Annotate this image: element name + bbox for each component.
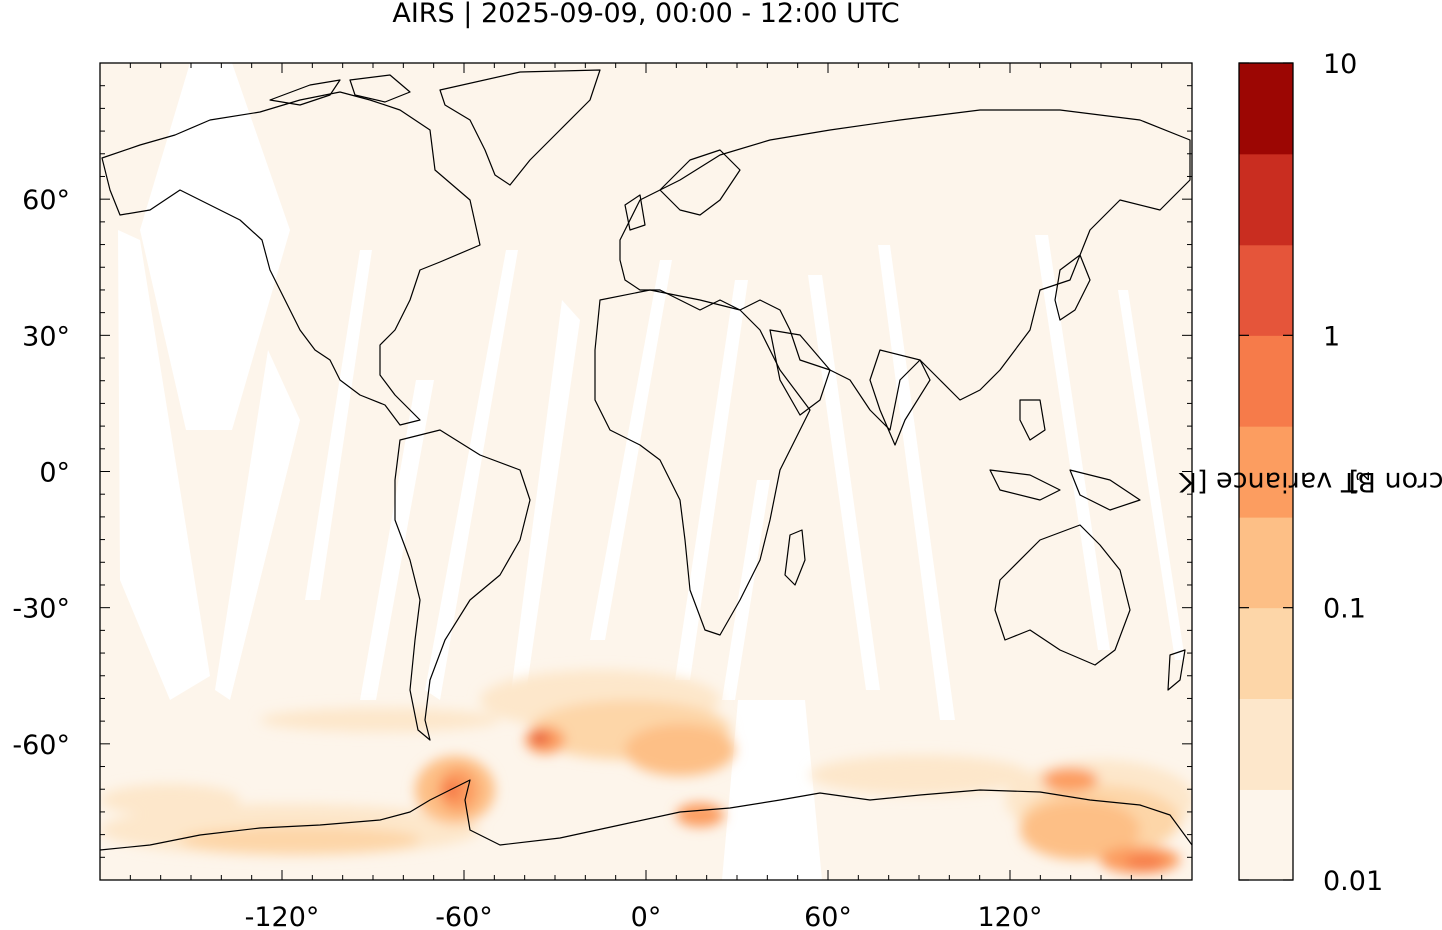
colorbar-tick-label: 0.1 bbox=[1323, 594, 1366, 625]
latitude-tick-labels: 60° 30° 0° -30° -60° bbox=[12, 185, 70, 761]
lat-tick-label: -30° bbox=[12, 594, 70, 625]
colorbar-segment bbox=[1239, 426, 1293, 518]
longitude-tick-labels: -120° -60° 0° 60° 120° bbox=[245, 902, 1043, 930]
colorbar-segment bbox=[1239, 607, 1293, 699]
lat-tick-label: 60° bbox=[22, 185, 70, 216]
lon-tick-label: -120° bbox=[245, 902, 320, 930]
colorbar-tick-label: 0.01 bbox=[1323, 866, 1383, 897]
map-title: AIRS | 2025-09-09, 00:00 - 12:00 UTC bbox=[392, 0, 900, 29]
colorbar-segment bbox=[1239, 63, 1293, 155]
variance-hotspots bbox=[100, 670, 1192, 874]
colorbar bbox=[1238, 62, 1294, 881]
map-axis-ticks bbox=[99, 62, 1193, 881]
lat-tick-label: 0° bbox=[39, 458, 70, 489]
colorbar-label-text: 4.3 micron BT variance [K bbox=[1179, 465, 1442, 497]
colorbar-frame bbox=[1238, 62, 1294, 881]
colorbar-segment bbox=[1239, 335, 1293, 427]
colorbar-tick-label: 1 bbox=[1323, 321, 1340, 352]
lon-tick-label: 0° bbox=[631, 902, 662, 930]
lon-tick-label: 120° bbox=[977, 902, 1042, 930]
colorbar-segment bbox=[1239, 789, 1293, 881]
lat-tick-label: -60° bbox=[12, 730, 70, 761]
lat-tick-label: 30° bbox=[22, 321, 70, 352]
colorbar-segment bbox=[1239, 517, 1293, 609]
colorbar-tick-label: 10 bbox=[1323, 49, 1357, 80]
colorbar-segment bbox=[1239, 153, 1293, 246]
orbit-gaps bbox=[118, 63, 1185, 880]
colorbar-tick-labels: 10 1 0.1 0.01 bbox=[1323, 49, 1383, 897]
colorbar-label-end: ] bbox=[1348, 465, 1360, 497]
colorbar-ticks bbox=[1239, 62, 1293, 881]
colorbar-segment bbox=[1239, 698, 1293, 790]
coastlines bbox=[100, 69, 1192, 851]
lon-tick-label: -60° bbox=[435, 902, 493, 930]
lon-tick-label: 60° bbox=[804, 902, 852, 930]
colorbar-segment bbox=[1239, 244, 1293, 336]
